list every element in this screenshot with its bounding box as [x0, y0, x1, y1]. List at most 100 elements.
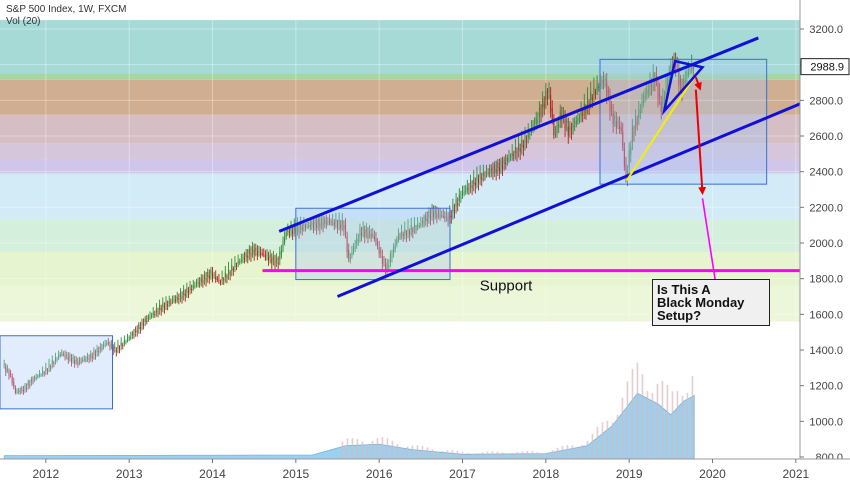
- candle-body: [38, 374, 40, 376]
- support-label: Support: [480, 278, 533, 295]
- candle-body: [276, 258, 278, 262]
- candle-body: [96, 348, 98, 353]
- y-tick-label-7: 2200.0: [809, 202, 843, 214]
- volume-bar: [641, 374, 644, 459]
- candle-body: [631, 126, 633, 142]
- candle-body: [377, 242, 379, 246]
- candle-body: [210, 270, 212, 275]
- candle-body: [638, 108, 640, 118]
- candle-body: [527, 131, 529, 138]
- candle-body: [393, 246, 395, 254]
- candle-body: [40, 374, 42, 376]
- volume-bar: [441, 450, 444, 459]
- last-price-label: 2988.9: [810, 62, 844, 74]
- volume-bar: [581, 444, 584, 459]
- magenta-arrow: [701, 198, 720, 292]
- volume-bar: [361, 441, 364, 459]
- candle-body: [215, 276, 217, 280]
- candle-body: [170, 302, 172, 304]
- candle-body: [171, 300, 173, 302]
- candle-body: [429, 215, 431, 219]
- candle-body: [239, 261, 241, 263]
- candle-body: [452, 205, 454, 213]
- candle-body: [260, 252, 262, 255]
- candle-body: [622, 131, 624, 148]
- symbol-legend: S&P 500 Index, 1W, FXCM: [6, 4, 127, 15]
- candle-body: [256, 251, 258, 256]
- candle-body: [522, 144, 524, 149]
- candle-body: [69, 355, 71, 358]
- candle-body: [447, 217, 449, 222]
- candle-body: [112, 346, 114, 351]
- candle-body: [668, 75, 670, 81]
- volume-bar: [411, 445, 414, 459]
- candle-body: [500, 160, 502, 167]
- candle-body: [365, 228, 367, 233]
- candle-body: [526, 140, 528, 142]
- candle-body: [152, 312, 154, 316]
- candle-body: [67, 356, 69, 361]
- candle-body: [340, 224, 342, 229]
- candle-body: [601, 79, 603, 84]
- y-tick-label-9: 2600.0: [809, 131, 843, 143]
- consolidation-box-1: [295, 207, 451, 281]
- candle-body: [290, 227, 292, 232]
- candle-body: [263, 254, 265, 256]
- candle-body: [405, 232, 407, 236]
- candle-body: [325, 222, 327, 225]
- candle-body: [183, 290, 185, 295]
- candle-body: [213, 274, 215, 276]
- candle-body: [362, 227, 364, 231]
- candle-body: [684, 80, 686, 83]
- candle-body: [19, 391, 21, 393]
- candle-body: [564, 118, 566, 129]
- candle-body: [320, 218, 322, 224]
- candle-body: [285, 232, 287, 237]
- price-candles: [3, 52, 694, 395]
- candle-body: [319, 223, 321, 228]
- candle-body: [146, 320, 148, 322]
- candle-body: [593, 87, 595, 95]
- candle-body: [207, 271, 209, 277]
- candle-body: [167, 304, 169, 307]
- candle-body: [687, 71, 689, 74]
- candle-body: [407, 226, 409, 232]
- candle-body: [197, 281, 199, 285]
- candle-body: [558, 124, 560, 128]
- channel-upper-line: [278, 36, 759, 233]
- candle-body: [434, 209, 436, 214]
- candle-body: [383, 260, 385, 262]
- candle-body: [482, 172, 484, 177]
- candle-body: [272, 256, 274, 260]
- candle-body: [333, 222, 335, 226]
- candle-body: [224, 272, 226, 278]
- candle-body: [580, 110, 582, 117]
- candle-body: [513, 154, 515, 156]
- candle-body: [351, 251, 353, 257]
- candle-body: [298, 228, 300, 233]
- candle-body: [348, 249, 350, 258]
- candle-body: [397, 235, 399, 241]
- candle-body: [402, 234, 404, 237]
- candle-body: [619, 125, 621, 130]
- candle-body: [667, 79, 669, 88]
- candle-body: [43, 372, 45, 374]
- candle-body: [59, 354, 61, 356]
- candle-body: [545, 90, 547, 101]
- candle-body: [88, 358, 90, 360]
- candle-body: [189, 286, 191, 291]
- candle-body: [248, 248, 250, 255]
- candle-body: [311, 222, 313, 226]
- volume-bar: [396, 444, 399, 459]
- candle-body: [551, 108, 553, 120]
- volume-bar: [506, 453, 509, 459]
- candle-body: [679, 78, 681, 83]
- volume-bar: [391, 440, 394, 459]
- volume-bar: [626, 381, 629, 459]
- x-tick-label-9: 2021: [782, 467, 809, 481]
- candle-body: [437, 212, 439, 215]
- candle-body: [78, 360, 80, 363]
- volume-bar: [466, 452, 469, 459]
- candle-body: [559, 111, 561, 122]
